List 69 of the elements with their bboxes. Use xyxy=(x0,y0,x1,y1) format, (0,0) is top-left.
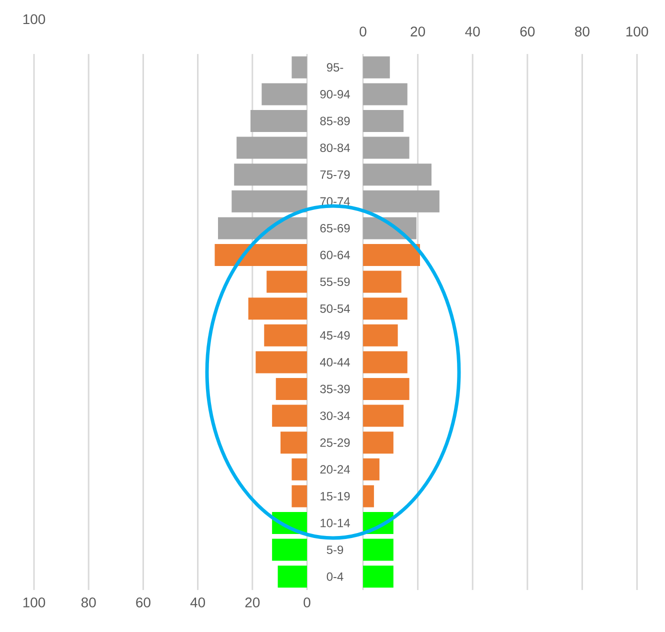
y-tick-label: 95- xyxy=(326,63,344,72)
bar xyxy=(250,110,307,132)
bar xyxy=(363,244,420,266)
x-tick-label: 80 xyxy=(81,598,96,608)
bar xyxy=(248,298,307,320)
bar xyxy=(272,538,307,561)
bar xyxy=(256,351,307,374)
x-tick-label: 0 xyxy=(360,26,366,36)
y-tick-label: 40-44 xyxy=(320,358,350,366)
bar xyxy=(363,190,440,212)
x-tick-label: 20 xyxy=(245,598,260,608)
bar xyxy=(363,485,374,508)
y-tick-label: 45-49 xyxy=(320,331,350,340)
y-tick-label: 30-34 xyxy=(320,412,350,420)
y-tick-label: 25-29 xyxy=(320,438,350,447)
bar xyxy=(276,378,307,400)
bar xyxy=(292,458,307,480)
y-tick-label: 5-9 xyxy=(326,546,344,554)
bar xyxy=(266,270,307,293)
x-tick-label: 100 xyxy=(23,598,46,608)
bar xyxy=(363,378,410,400)
x-tick-label: 40 xyxy=(465,26,480,36)
bar xyxy=(363,351,408,374)
bar xyxy=(363,404,404,427)
y-tick-label: 75-79 xyxy=(320,170,350,179)
bar xyxy=(363,566,394,588)
bar xyxy=(280,432,307,454)
text: 100 xyxy=(23,14,46,24)
bar xyxy=(278,566,307,588)
bar xyxy=(214,244,307,266)
y-tick-label: 15-19 xyxy=(320,492,350,500)
y-tick-label: 10-14 xyxy=(320,518,350,528)
bar xyxy=(272,404,307,427)
bar xyxy=(363,56,390,78)
bar xyxy=(363,164,432,186)
bar xyxy=(363,538,394,561)
bar xyxy=(218,217,307,240)
bar xyxy=(363,298,408,320)
bar xyxy=(262,83,307,106)
bar xyxy=(363,136,410,159)
y-tick-label: 65-69 xyxy=(320,224,350,232)
y-tick-label: 55-59 xyxy=(320,278,350,286)
x-tick-label: 0 xyxy=(304,598,310,608)
bar xyxy=(363,458,380,480)
x-tick-label: 60 xyxy=(520,26,535,36)
x-tick-label: 20 xyxy=(410,26,426,36)
bar xyxy=(264,324,307,346)
bar xyxy=(234,164,307,186)
bar xyxy=(363,432,394,454)
x-tick-label: 40 xyxy=(190,598,206,608)
bar xyxy=(232,190,307,212)
bar xyxy=(236,136,307,159)
y-tick-label: 80-84 xyxy=(320,144,350,152)
y-tick-label: 50-54 xyxy=(320,304,350,313)
y-tick-label: 35-39 xyxy=(320,384,350,394)
x-tick-label: 100 xyxy=(626,26,648,36)
bar xyxy=(292,485,307,508)
y-tick-label: 85-89 xyxy=(320,116,350,126)
bar xyxy=(292,56,307,78)
y-tick-label: 90-94 xyxy=(320,90,350,98)
y-tick-label: 60-64 xyxy=(320,250,350,260)
bar xyxy=(363,324,398,346)
y-tick-label: 20-24 xyxy=(320,465,350,474)
y-tick-label: 0-4 xyxy=(326,572,344,581)
x-tick-label: 80 xyxy=(575,26,590,36)
bar xyxy=(363,83,408,106)
x-tick-label: 60 xyxy=(136,598,150,608)
bar xyxy=(363,270,402,293)
bar xyxy=(363,110,404,132)
